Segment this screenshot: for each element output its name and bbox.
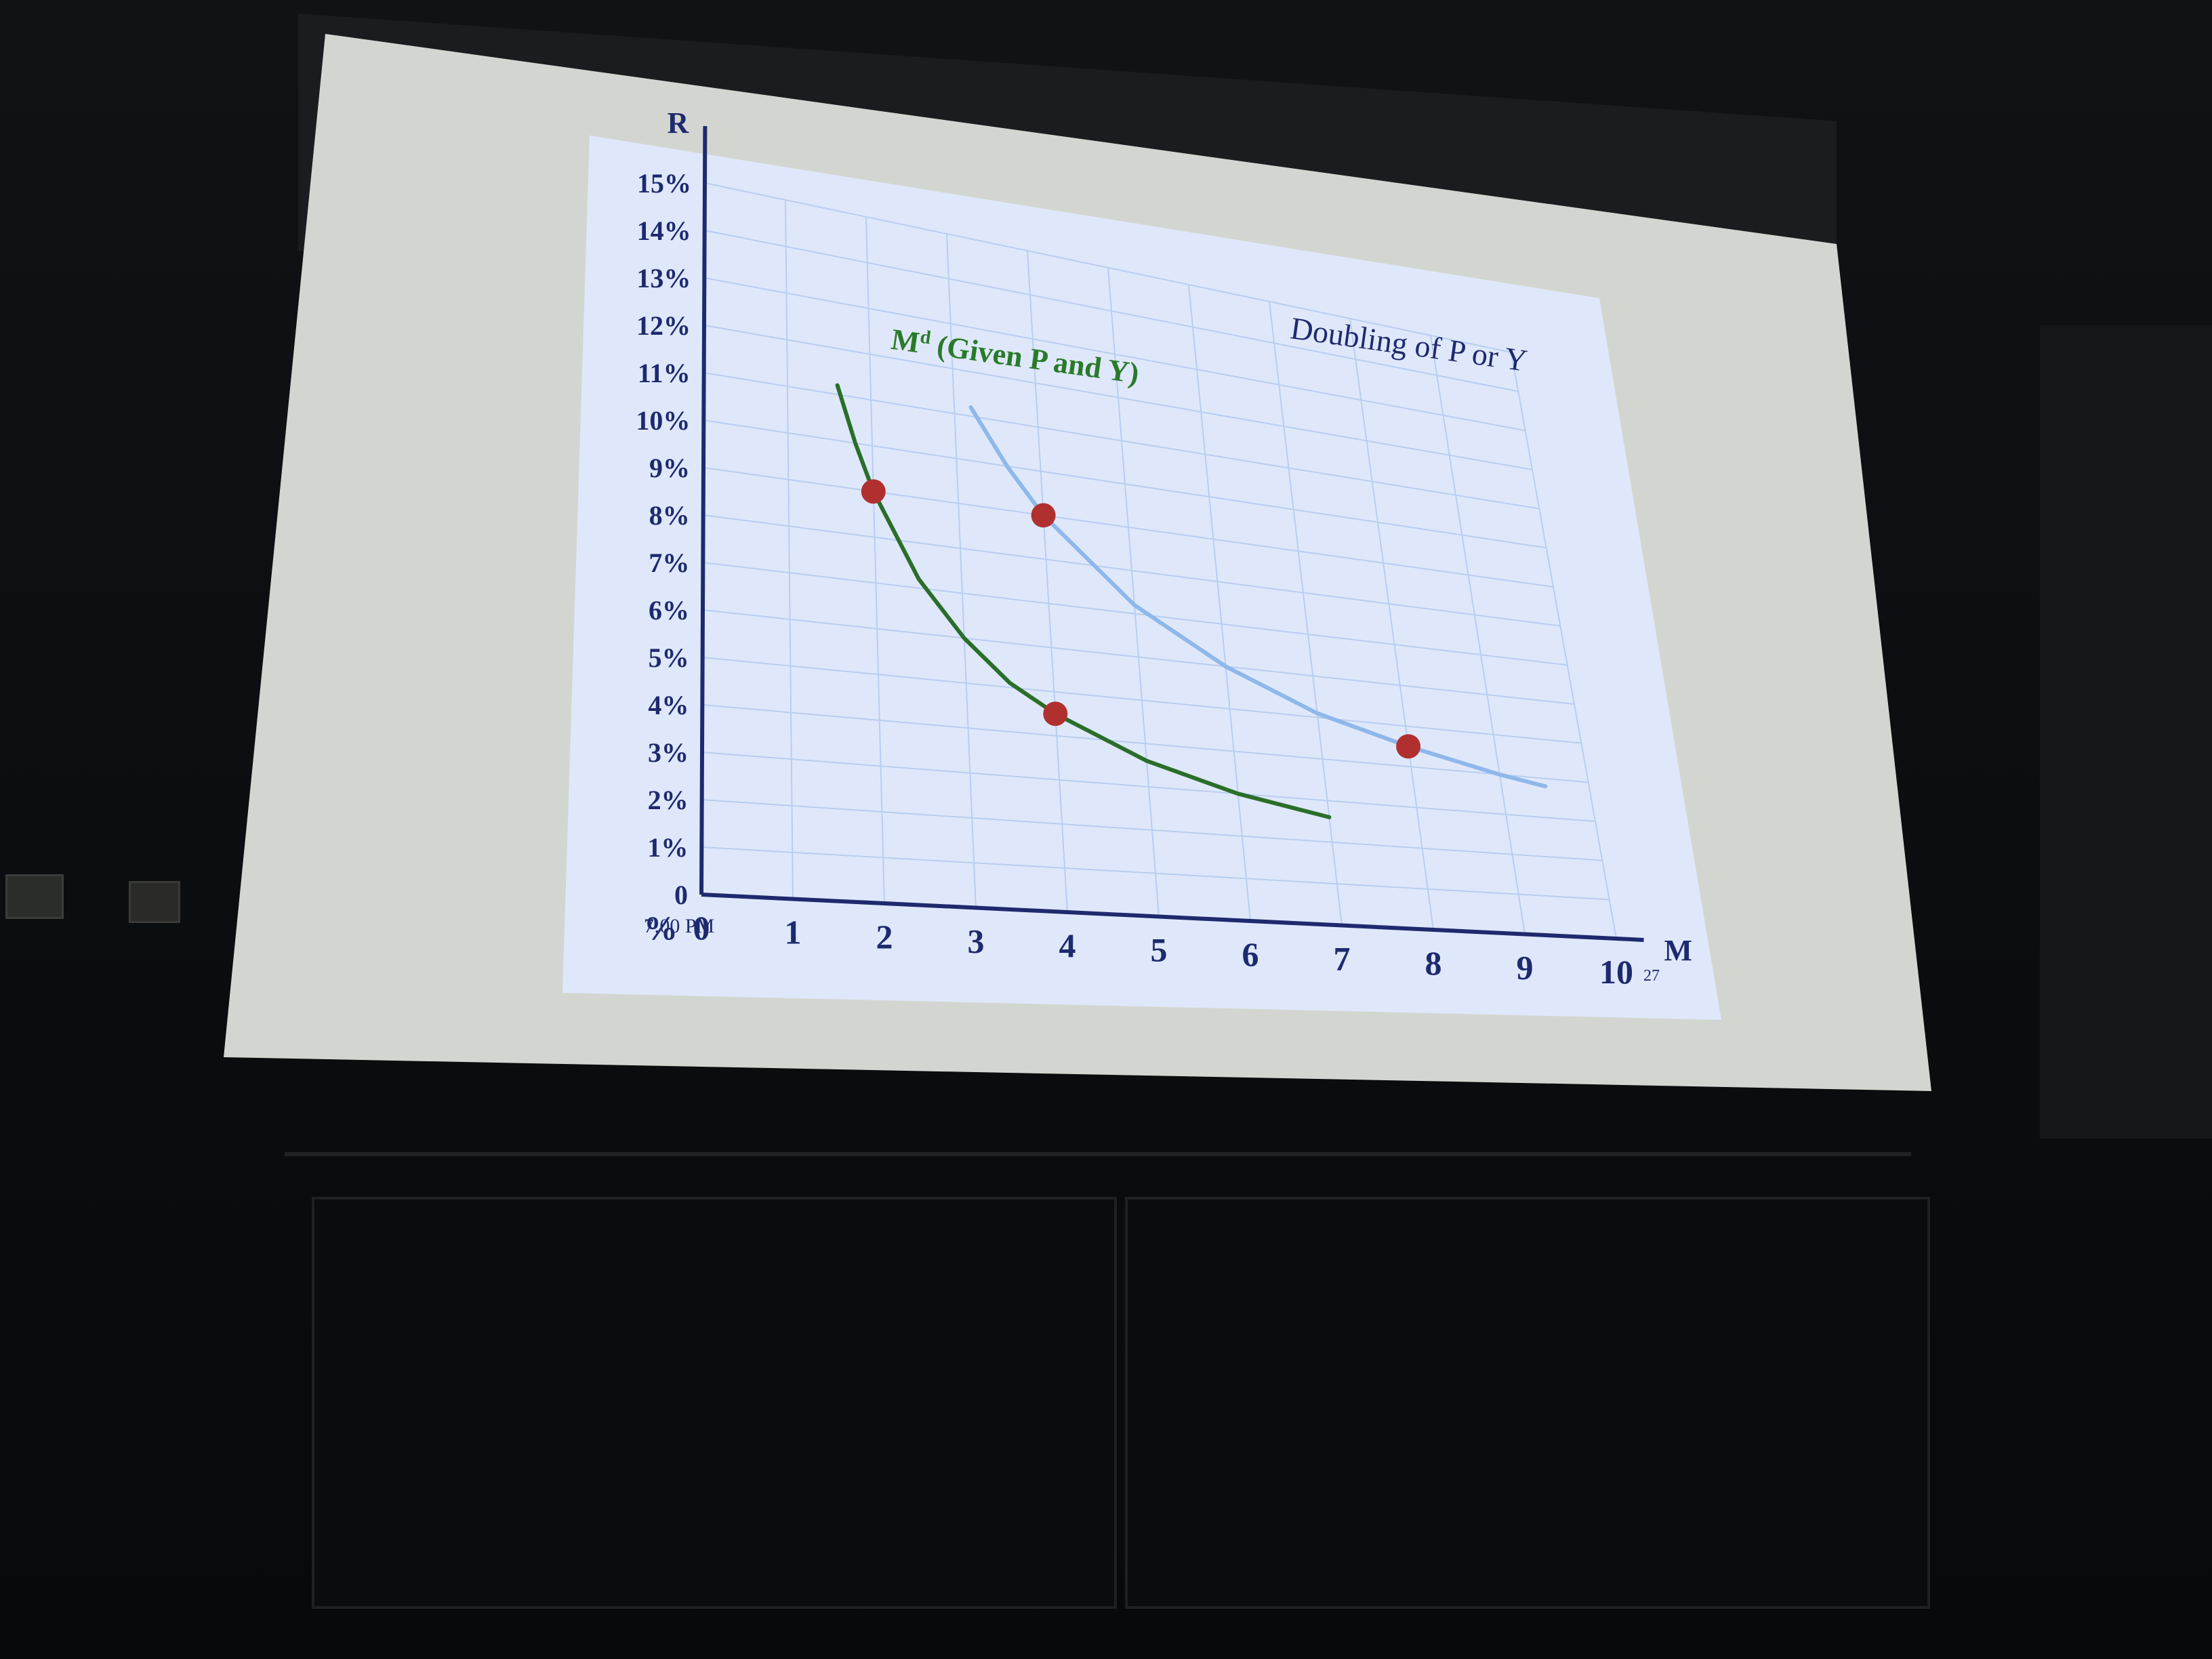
grid-line-vertical <box>1027 250 1068 913</box>
y-tick-label: 2% <box>648 785 689 815</box>
y-tick-label: 15% <box>637 168 691 199</box>
grid-line-horizontal <box>703 514 1561 627</box>
grid-line-horizontal <box>702 704 1589 783</box>
grid-line-vertical <box>785 199 794 899</box>
slide-content: 01%2%3%4%5%6%7%8%9%10%11%12%13%14%15%0 1 2… <box>636 106 1692 991</box>
series-line-1 <box>835 383 1332 819</box>
x-tick-label: 6 <box>1242 935 1259 973</box>
y-tick-label: 0 <box>674 880 688 910</box>
grid-line-horizontal <box>704 277 1525 432</box>
grid-line-horizontal <box>702 609 1575 705</box>
slide-background <box>562 136 1721 1020</box>
grid-line-horizontal <box>701 752 1596 822</box>
grid-line-vertical <box>946 233 977 908</box>
percent-axis-label: % <box>644 909 678 947</box>
data-point <box>1396 734 1421 759</box>
y-tick-label: 12% <box>636 310 691 341</box>
grid-line-horizontal <box>703 372 1540 510</box>
x-tick-label: 2 <box>876 918 893 956</box>
y-tick-label: 6% <box>649 595 689 626</box>
grid-line-vertical <box>1188 284 1251 922</box>
x-tick-label: 7 <box>1334 940 1351 978</box>
x-tick-label: 4 <box>1059 926 1076 964</box>
x-axis-line <box>701 893 1644 942</box>
data-point <box>1043 701 1068 726</box>
y-axis-line <box>699 125 708 895</box>
adjacent-screen <box>2040 325 2212 1139</box>
series-line-2 <box>968 405 1548 789</box>
cabinet-door-right <box>1125 1197 1930 1609</box>
x-tick-label: 9 <box>1517 949 1534 987</box>
grid-line-vertical <box>1349 318 1434 930</box>
y-tick-label: 4% <box>648 690 689 720</box>
grid-line-horizontal <box>701 846 1610 901</box>
wall-outlet <box>129 881 180 923</box>
lower-cabinet <box>285 1152 1930 1631</box>
grid-line-horizontal <box>703 562 1568 666</box>
grid-line-horizontal <box>703 419 1547 549</box>
grid-line-horizontal <box>703 325 1533 470</box>
x-tick-label: 1 <box>785 914 802 951</box>
y-tick-label: 7% <box>649 548 689 578</box>
grid-line-vertical <box>865 216 885 904</box>
y-tick-label: 11% <box>638 358 691 388</box>
slide-number: 27 <box>1643 967 1660 985</box>
y-tick-label: 3% <box>648 737 689 768</box>
y-tick-label: 8% <box>649 500 690 531</box>
grid-line-vertical <box>1269 301 1343 926</box>
grid-line-horizontal <box>704 230 1519 392</box>
data-point <box>1031 503 1056 528</box>
grid-line-vertical <box>1107 267 1160 917</box>
x-tick-label: 3 <box>968 922 985 960</box>
y-tick-label: 5% <box>649 642 689 673</box>
y-tick-label: 10% <box>636 405 690 436</box>
x-tick-label: 8 <box>1425 944 1442 982</box>
x-tick-label: 0 <box>693 909 710 947</box>
x-axis-title: M <box>1664 934 1693 967</box>
grid-line-vertical <box>1511 352 1617 939</box>
grid-line-vertical <box>1430 335 1525 935</box>
grid-line-horizontal <box>702 657 1582 744</box>
y-tick-label: 13% <box>636 263 691 293</box>
footer-time: 7:00 PM <box>644 915 714 937</box>
grid-line-horizontal <box>703 467 1554 588</box>
y-tick-label: 14% <box>637 216 691 246</box>
y-tick-label: 9% <box>649 453 690 483</box>
grid-line-horizontal <box>701 799 1603 861</box>
cabinet-door-left <box>312 1197 1117 1609</box>
x-tick-label: 5 <box>1151 931 1168 969</box>
y-axis-title: R <box>668 106 690 140</box>
y-tick-label: 1% <box>647 832 688 863</box>
data-point <box>861 479 886 504</box>
wall-outlet <box>5 874 64 919</box>
x-tick-label: 10 <box>1599 953 1633 991</box>
grid-line-horizontal <box>704 182 1512 353</box>
